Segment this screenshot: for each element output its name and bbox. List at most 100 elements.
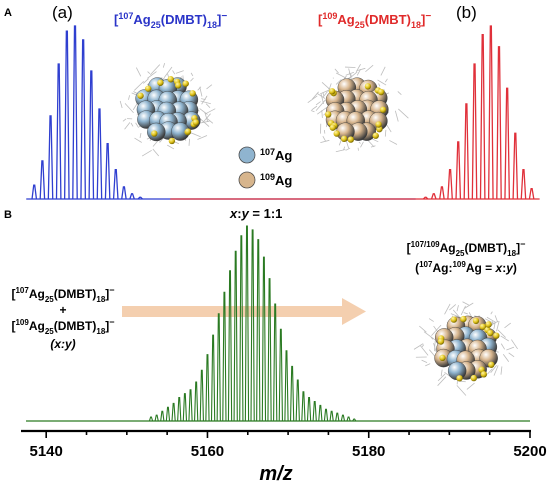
- ligand-bond: [463, 312, 468, 315]
- ligand-bond: [321, 110, 323, 118]
- peak-mixed-36: [352, 418, 357, 422]
- peak-107-5: [72, 25, 78, 200]
- ligand-bond: [487, 368, 493, 375]
- peak-mixed-9: [199, 369, 204, 422]
- x-tick-label: 5160: [191, 443, 224, 460]
- ligand-bond: [463, 302, 474, 309]
- ligand-bond: [421, 344, 425, 348]
- ligand-bond: [122, 118, 127, 122]
- ligand-bond: [504, 322, 512, 329]
- peak-mixed-5: [177, 397, 182, 422]
- sulfur-atom: [329, 124, 336, 131]
- ligand-bond: [486, 316, 497, 323]
- ligand-bond: [365, 64, 374, 73]
- peak-mixed-30: [318, 404, 323, 422]
- ligand-bond: [500, 366, 503, 375]
- ligand-bond: [167, 144, 175, 150]
- sulfur-atom: [145, 85, 152, 92]
- peak-mixed-32: [329, 410, 334, 422]
- ligand-bond: [423, 331, 436, 341]
- peak-109-11: [512, 132, 519, 200]
- ligand-bond: [460, 305, 466, 316]
- peak-109-9: [496, 46, 502, 200]
- peak-107-11: [121, 186, 127, 200]
- peak-mixed-24: [284, 350, 289, 422]
- ligand-bond: [311, 105, 318, 111]
- ligand-bond: [500, 343, 506, 350]
- sulfur-atom: [472, 317, 480, 325]
- formula-107-label: [107Ag25(DMBT)18]−: [114, 11, 227, 30]
- ligand-bond: [493, 322, 496, 330]
- ligand-bond: [197, 135, 208, 140]
- ligand-bond: [322, 136, 327, 142]
- ligand-bond: [378, 83, 381, 87]
- ligand-bond: [190, 72, 194, 77]
- sulfur-atom: [493, 332, 500, 339]
- sulfur-atom: [333, 130, 340, 137]
- ligand-bond: [413, 343, 424, 350]
- peak-109-7: [479, 34, 486, 200]
- peak-mixed-34: [340, 414, 346, 422]
- ligand-bond: [190, 132, 201, 138]
- sulfur-atom: [151, 130, 158, 137]
- peak-mixed-25: [289, 365, 295, 422]
- peak-mixed-20: [261, 256, 267, 422]
- peak-107-8: [96, 108, 103, 200]
- x-axis-label: m/z: [259, 463, 292, 485]
- sulfur-atom: [456, 375, 463, 382]
- sulfur-atom: [377, 88, 385, 96]
- x-tick-label: 5200: [513, 443, 546, 460]
- peak-mixed-15: [233, 250, 238, 422]
- panel-b-spectrum: [26, 225, 530, 422]
- ligand-bond: [496, 321, 500, 332]
- cluster-107-illustration: [119, 62, 216, 157]
- ligand-bond: [494, 315, 498, 322]
- ligand-bond: [320, 139, 330, 144]
- peak-107-12: [129, 193, 135, 200]
- sulfur-atom: [175, 82, 182, 89]
- ligand-bond: [456, 385, 467, 396]
- peak-mixed-35: [346, 416, 351, 422]
- peak-107-13: [137, 196, 143, 200]
- ligand-bond: [428, 318, 434, 322]
- ligand-bond: [380, 66, 386, 76]
- peak-107-7: [88, 70, 95, 200]
- ligand-bond: [508, 352, 515, 358]
- ligand-bond: [419, 325, 427, 333]
- ligand-bond: [150, 64, 161, 76]
- sulfur-atom: [328, 88, 336, 95]
- ligand-bond: [335, 79, 342, 85]
- panel-b-label: B: [4, 209, 12, 221]
- x-tick-label: 5180: [352, 443, 385, 460]
- ligand-bond: [377, 79, 387, 86]
- mix-formula-107: [107Ag25(DMBT)18]−: [11, 285, 114, 304]
- peak-107-0: [31, 184, 38, 200]
- ligand-bond: [190, 77, 194, 82]
- panel-a-spectra: [26, 25, 540, 200]
- sulfur-atom: [157, 79, 164, 86]
- peak-mixed-31: [323, 408, 329, 422]
- ligand-bond: [141, 149, 152, 157]
- ligand-bond: [139, 132, 142, 138]
- peak-mixed-14: [227, 270, 233, 422]
- reaction-arrow: [122, 298, 366, 325]
- ligand-bond: [199, 86, 203, 97]
- ligand-bond: [317, 93, 326, 99]
- ligand-bond: [506, 346, 515, 351]
- peak-107-4: [63, 30, 70, 200]
- ligand-bond: [320, 89, 331, 95]
- peak-109-5: [463, 103, 470, 200]
- ligand-bond: [437, 376, 447, 386]
- legend-label-107: 107Ag: [260, 147, 292, 163]
- sulfur-atom: [487, 329, 494, 337]
- x-tick-label: 5140: [30, 443, 63, 460]
- peak-107-6: [80, 39, 87, 200]
- ligand-bond: [206, 84, 213, 90]
- sulfur-atom: [439, 354, 446, 362]
- sulfur-atom: [340, 135, 348, 143]
- ligand-bond: [444, 303, 451, 315]
- ligand-bond: [119, 100, 123, 109]
- ligand-bond: [124, 103, 134, 114]
- ligand-bond: [356, 67, 366, 72]
